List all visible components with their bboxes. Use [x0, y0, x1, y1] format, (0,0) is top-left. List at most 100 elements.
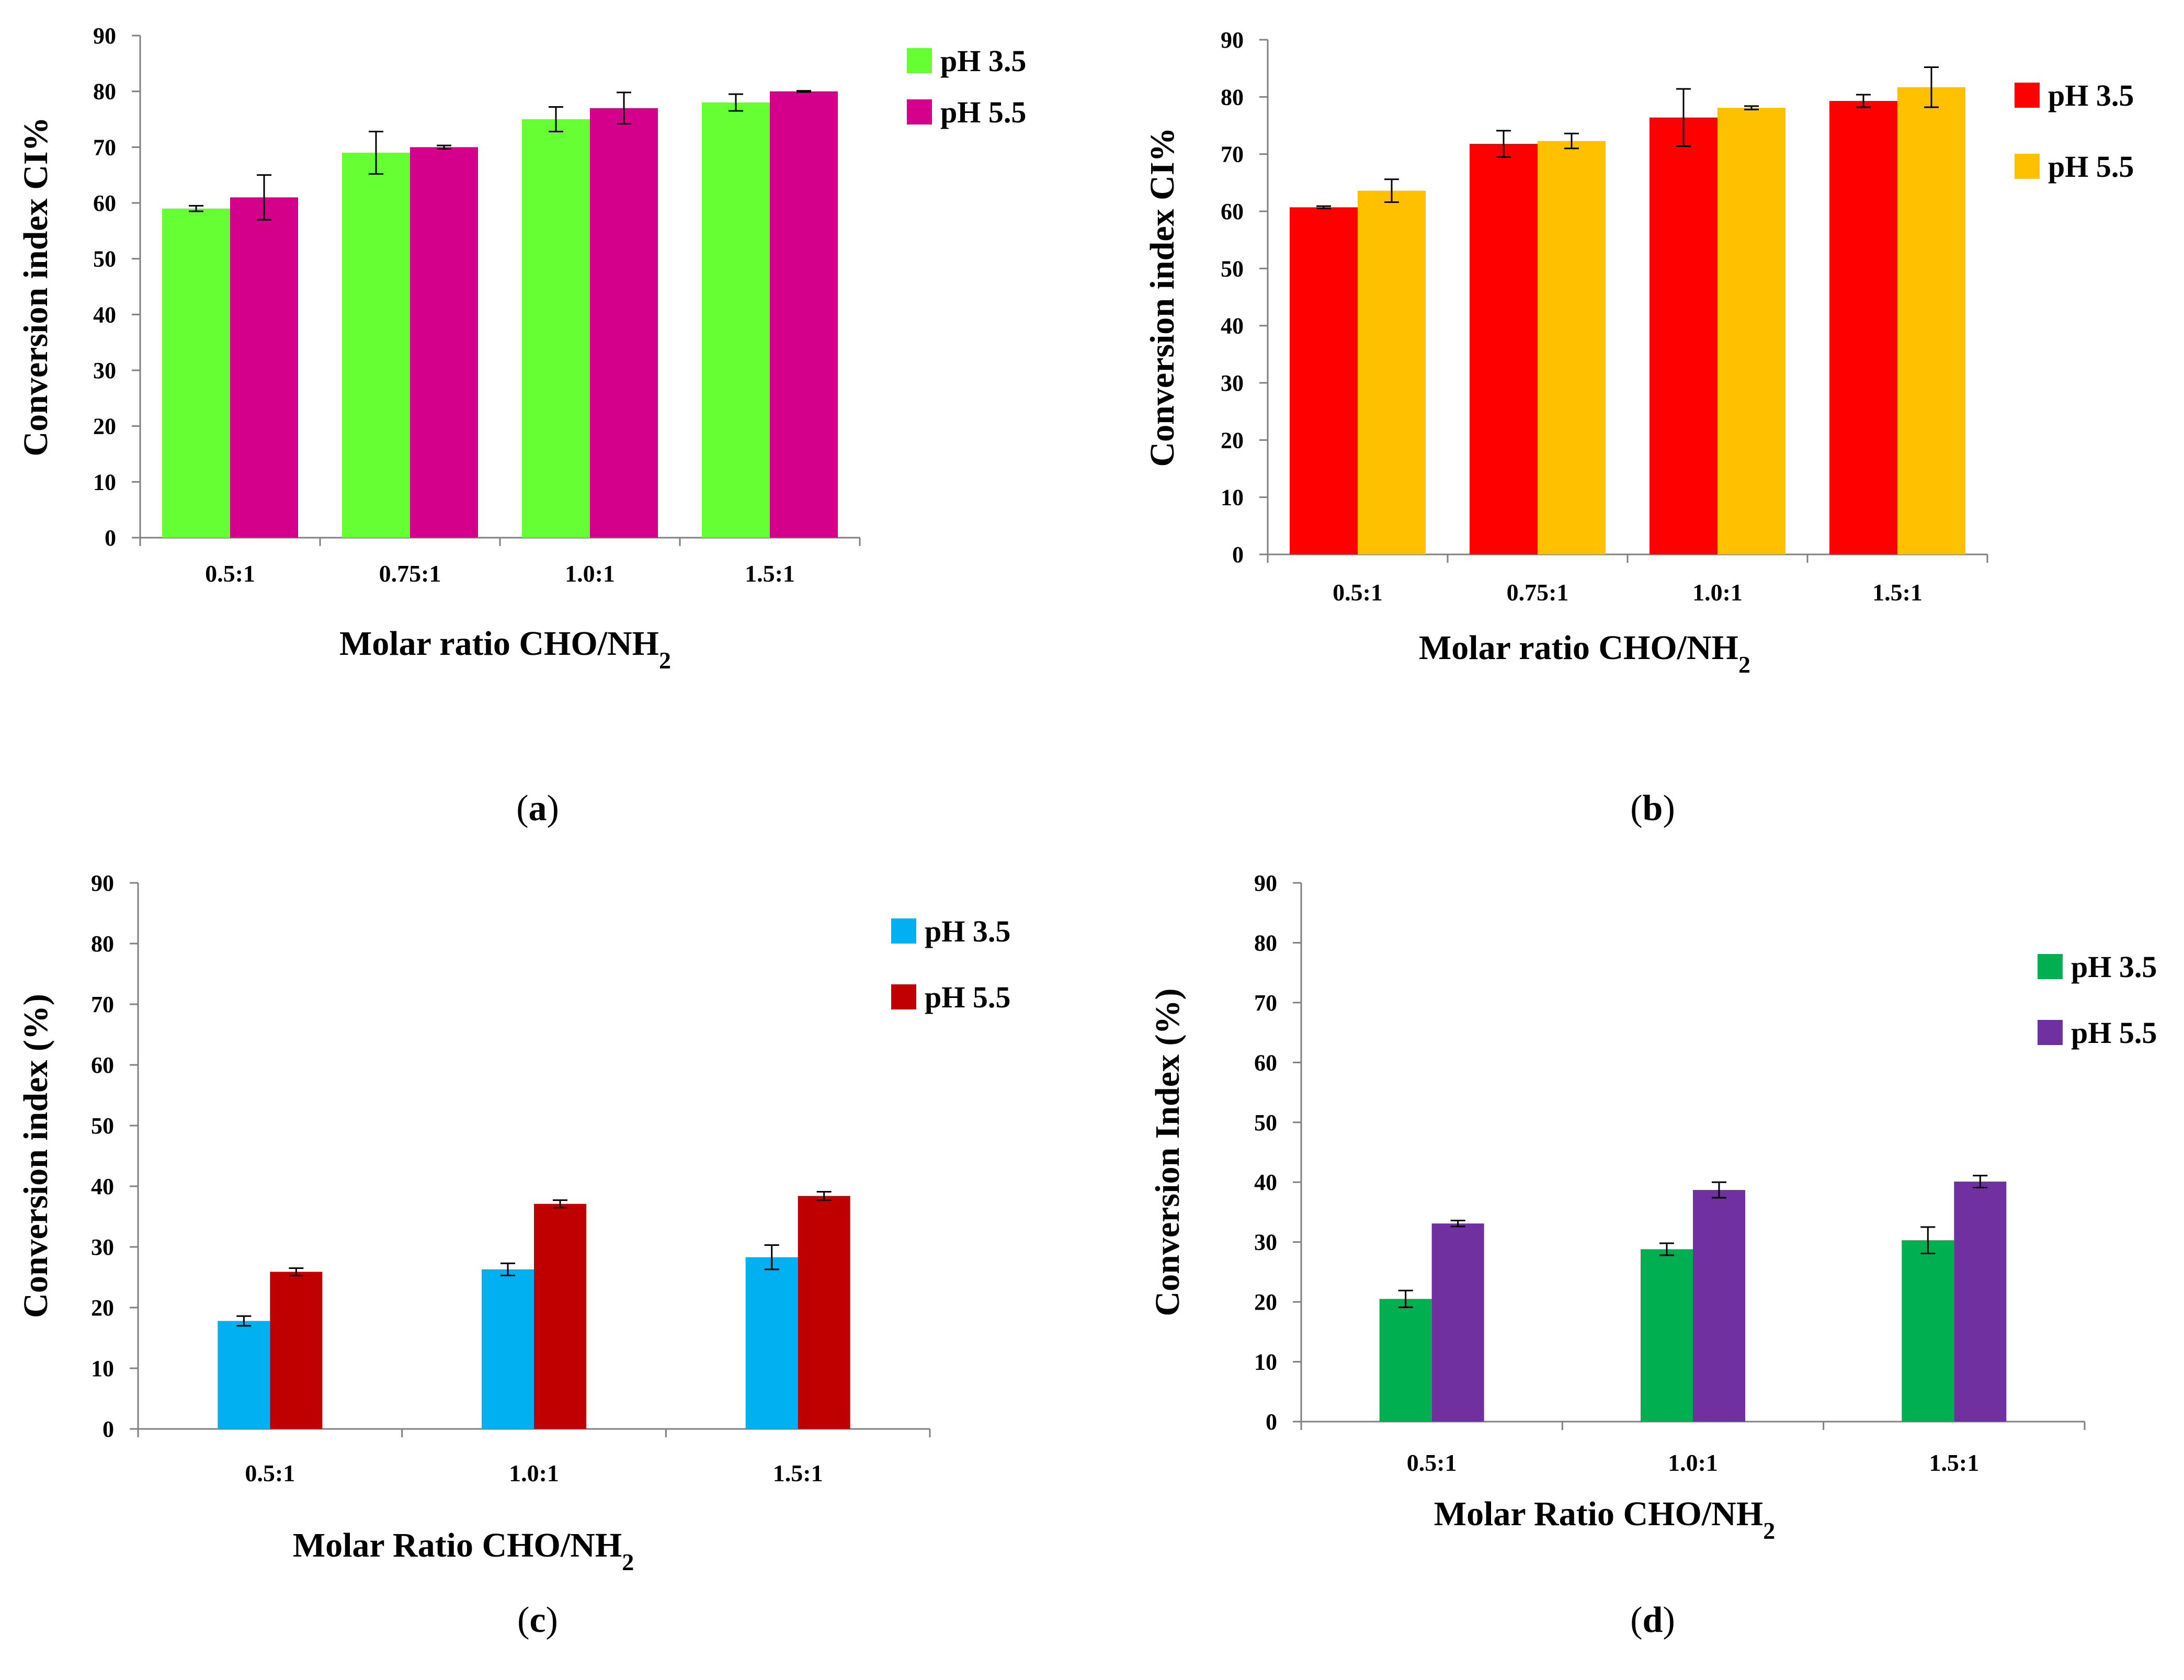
y-tick-label: 90	[93, 23, 116, 49]
y-tick-label: 70	[1221, 142, 1244, 167]
y-tick-label: 30	[93, 358, 116, 383]
legend-label: pH 5.5	[940, 95, 1026, 129]
bar-pH3_5-1.0:1	[1650, 117, 1717, 554]
bar-pH3_5-1.5:1	[1829, 100, 1897, 554]
chart-panel-b: 0 10 20 30 40 50 60 70 80 90 0.5:1 0.75:1 1.0:1 1.5:1…	[1143, 27, 2134, 828]
bar-pH5_5-1.5:1	[1954, 1182, 2007, 1422]
panel-caption: (b)	[1630, 788, 1675, 828]
y-tick-label: 20	[1254, 1289, 1277, 1315]
legend: pH 3.5 pH 5.5	[2015, 78, 2134, 184]
y-axis-title: Conversion index CI%	[17, 117, 55, 456]
y-tick-label: 40	[91, 1174, 114, 1199]
bar-pH5_5-1.5:1	[770, 91, 838, 538]
x-axis-title: Molar Ratio CHO/NH2	[1434, 1495, 1775, 1544]
y-tick-label: 10	[1254, 1349, 1277, 1375]
y-tick-label: 90	[1221, 27, 1244, 53]
bar-pH5_5-0.5:1	[270, 1272, 323, 1429]
y-tick-label: 0	[103, 1416, 114, 1442]
chart-panel-a: 0 10 20 30 40 50 60 70 80 90 0.5:1 0.75:1 1.0:1 1.5:1…	[17, 23, 1026, 828]
legend-swatch	[891, 918, 916, 944]
y-tick-label: 20	[1221, 427, 1244, 453]
x-tick-label: 1.5:1	[773, 1460, 823, 1486]
x-axis-title: Molar ratio CHO/NH2	[339, 625, 671, 674]
y-tick-label: 50	[93, 246, 116, 272]
legend-label: pH 3.5	[940, 44, 1026, 78]
bar-pH3_5-0.5:1	[1379, 1299, 1432, 1422]
y-tick-label: 70	[93, 134, 116, 160]
y-tick-label: 70	[91, 992, 114, 1017]
legend-label: pH 5.5	[925, 980, 1010, 1014]
x-axis-title: Molar Ratio CHO/NH2	[293, 1526, 634, 1575]
x-tick-label: 1.0:1	[1668, 1449, 1718, 1476]
bar-pH5_5-1.5:1	[798, 1196, 850, 1429]
x-tick-label: 1.5:1	[1929, 1449, 1979, 1476]
y-tick-label: 80	[1254, 930, 1277, 956]
panel-caption: (c)	[517, 1600, 558, 1640]
bar-pH3_5-1.0:1	[522, 119, 590, 538]
bar-pH5_5-1.5:1	[1897, 87, 1965, 554]
x-tick-label: 0.5:1	[205, 560, 255, 587]
legend: pH 3.5 pH 5.5	[2038, 950, 2157, 1050]
y-tick-label: 10	[93, 469, 116, 495]
bar-pH3_5-1.0:1	[1641, 1249, 1693, 1422]
bar-pH3_5-0.75:1	[1470, 143, 1538, 554]
bar-pH5_5-1.0:1	[590, 108, 658, 538]
y-tick-label: 60	[1254, 1050, 1277, 1075]
y-tick-label: 0	[1232, 542, 1244, 567]
x-axis-title: Molar ratio CHO/NH2	[1419, 629, 1750, 678]
bar-pH5_5-0.5:1	[1431, 1223, 1484, 1422]
x-tick-label: 0.5:1	[245, 1460, 295, 1486]
y-tick-label: 90	[91, 870, 114, 896]
bar-pH3_5-1.5:1	[1902, 1240, 1954, 1422]
bar-pH5_5-0.5:1	[230, 197, 298, 538]
legend-swatch	[891, 984, 916, 1009]
x-tick-label: 1.0:1	[565, 560, 615, 587]
legend-label: pH 3.5	[2048, 78, 2134, 112]
bar-pH3_5-0.75:1	[342, 153, 410, 538]
legend-label: pH 5.5	[2048, 150, 2134, 184]
x-tick-label: 0.75:1	[379, 560, 441, 587]
bar-pH3_5-1.0:1	[482, 1269, 534, 1429]
bar-pH5_5-1.0:1	[1717, 108, 1785, 554]
y-tick-label: 30	[1221, 370, 1244, 396]
x-tick-label: 1.5:1	[1872, 579, 1923, 606]
legend-swatch	[2015, 154, 2040, 179]
bar-pH5_5-0.75:1	[1538, 141, 1606, 554]
x-tick-label: 0.5:1	[1333, 579, 1383, 606]
y-tick-label: 0	[105, 525, 116, 551]
y-tick-label: 50	[91, 1113, 114, 1139]
y-tick-label: 40	[1221, 313, 1244, 339]
y-tick-label: 60	[91, 1052, 114, 1078]
bar-pH3_5-1.5:1	[745, 1257, 798, 1429]
legend: pH 3.5 pH 5.5	[891, 914, 1010, 1014]
legend-swatch	[907, 99, 932, 124]
y-tick-label: 30	[91, 1234, 114, 1260]
y-tick-label: 10	[91, 1356, 114, 1381]
y-tick-label: 60	[93, 190, 116, 216]
bar-pH5_5-1.0:1	[534, 1204, 586, 1429]
legend-swatch	[907, 48, 932, 73]
bar-pH3_5-0.5:1	[1290, 207, 1358, 554]
y-tick-label: 50	[1221, 256, 1244, 281]
y-tick-label: 40	[1254, 1170, 1277, 1195]
bar-pH5_5-1.0:1	[1693, 1190, 1745, 1422]
legend: pH 3.5 pH 5.5	[907, 44, 1026, 129]
bar-pH3_5-0.5:1	[218, 1321, 270, 1429]
y-tick-label: 0	[1266, 1409, 1277, 1435]
chart-panel-c: 0 10 20 30 40 50 60 70 80 90 0.5:1 1.0:1 1.5:1 Molar …	[17, 870, 1010, 1640]
panel-caption: (d)	[1630, 1600, 1675, 1640]
x-tick-label: 1.0:1	[509, 1460, 559, 1486]
y-tick-label: 20	[91, 1295, 114, 1321]
y-axis-title: Conversion index (%)	[17, 994, 55, 1318]
panel-caption: (a)	[516, 788, 559, 828]
x-tick-label: 1.5:1	[745, 560, 795, 587]
y-tick-label: 70	[1254, 990, 1277, 1016]
y-tick-label: 80	[91, 931, 114, 957]
y-tick-label: 10	[1221, 485, 1244, 510]
legend-swatch	[2038, 1020, 2063, 1045]
y-axis-title: Conversion Index (%)	[1148, 988, 1187, 1316]
y-tick-label: 80	[93, 79, 116, 105]
y-tick-label: 30	[1254, 1230, 1277, 1255]
y-tick-label: 20	[93, 414, 116, 439]
